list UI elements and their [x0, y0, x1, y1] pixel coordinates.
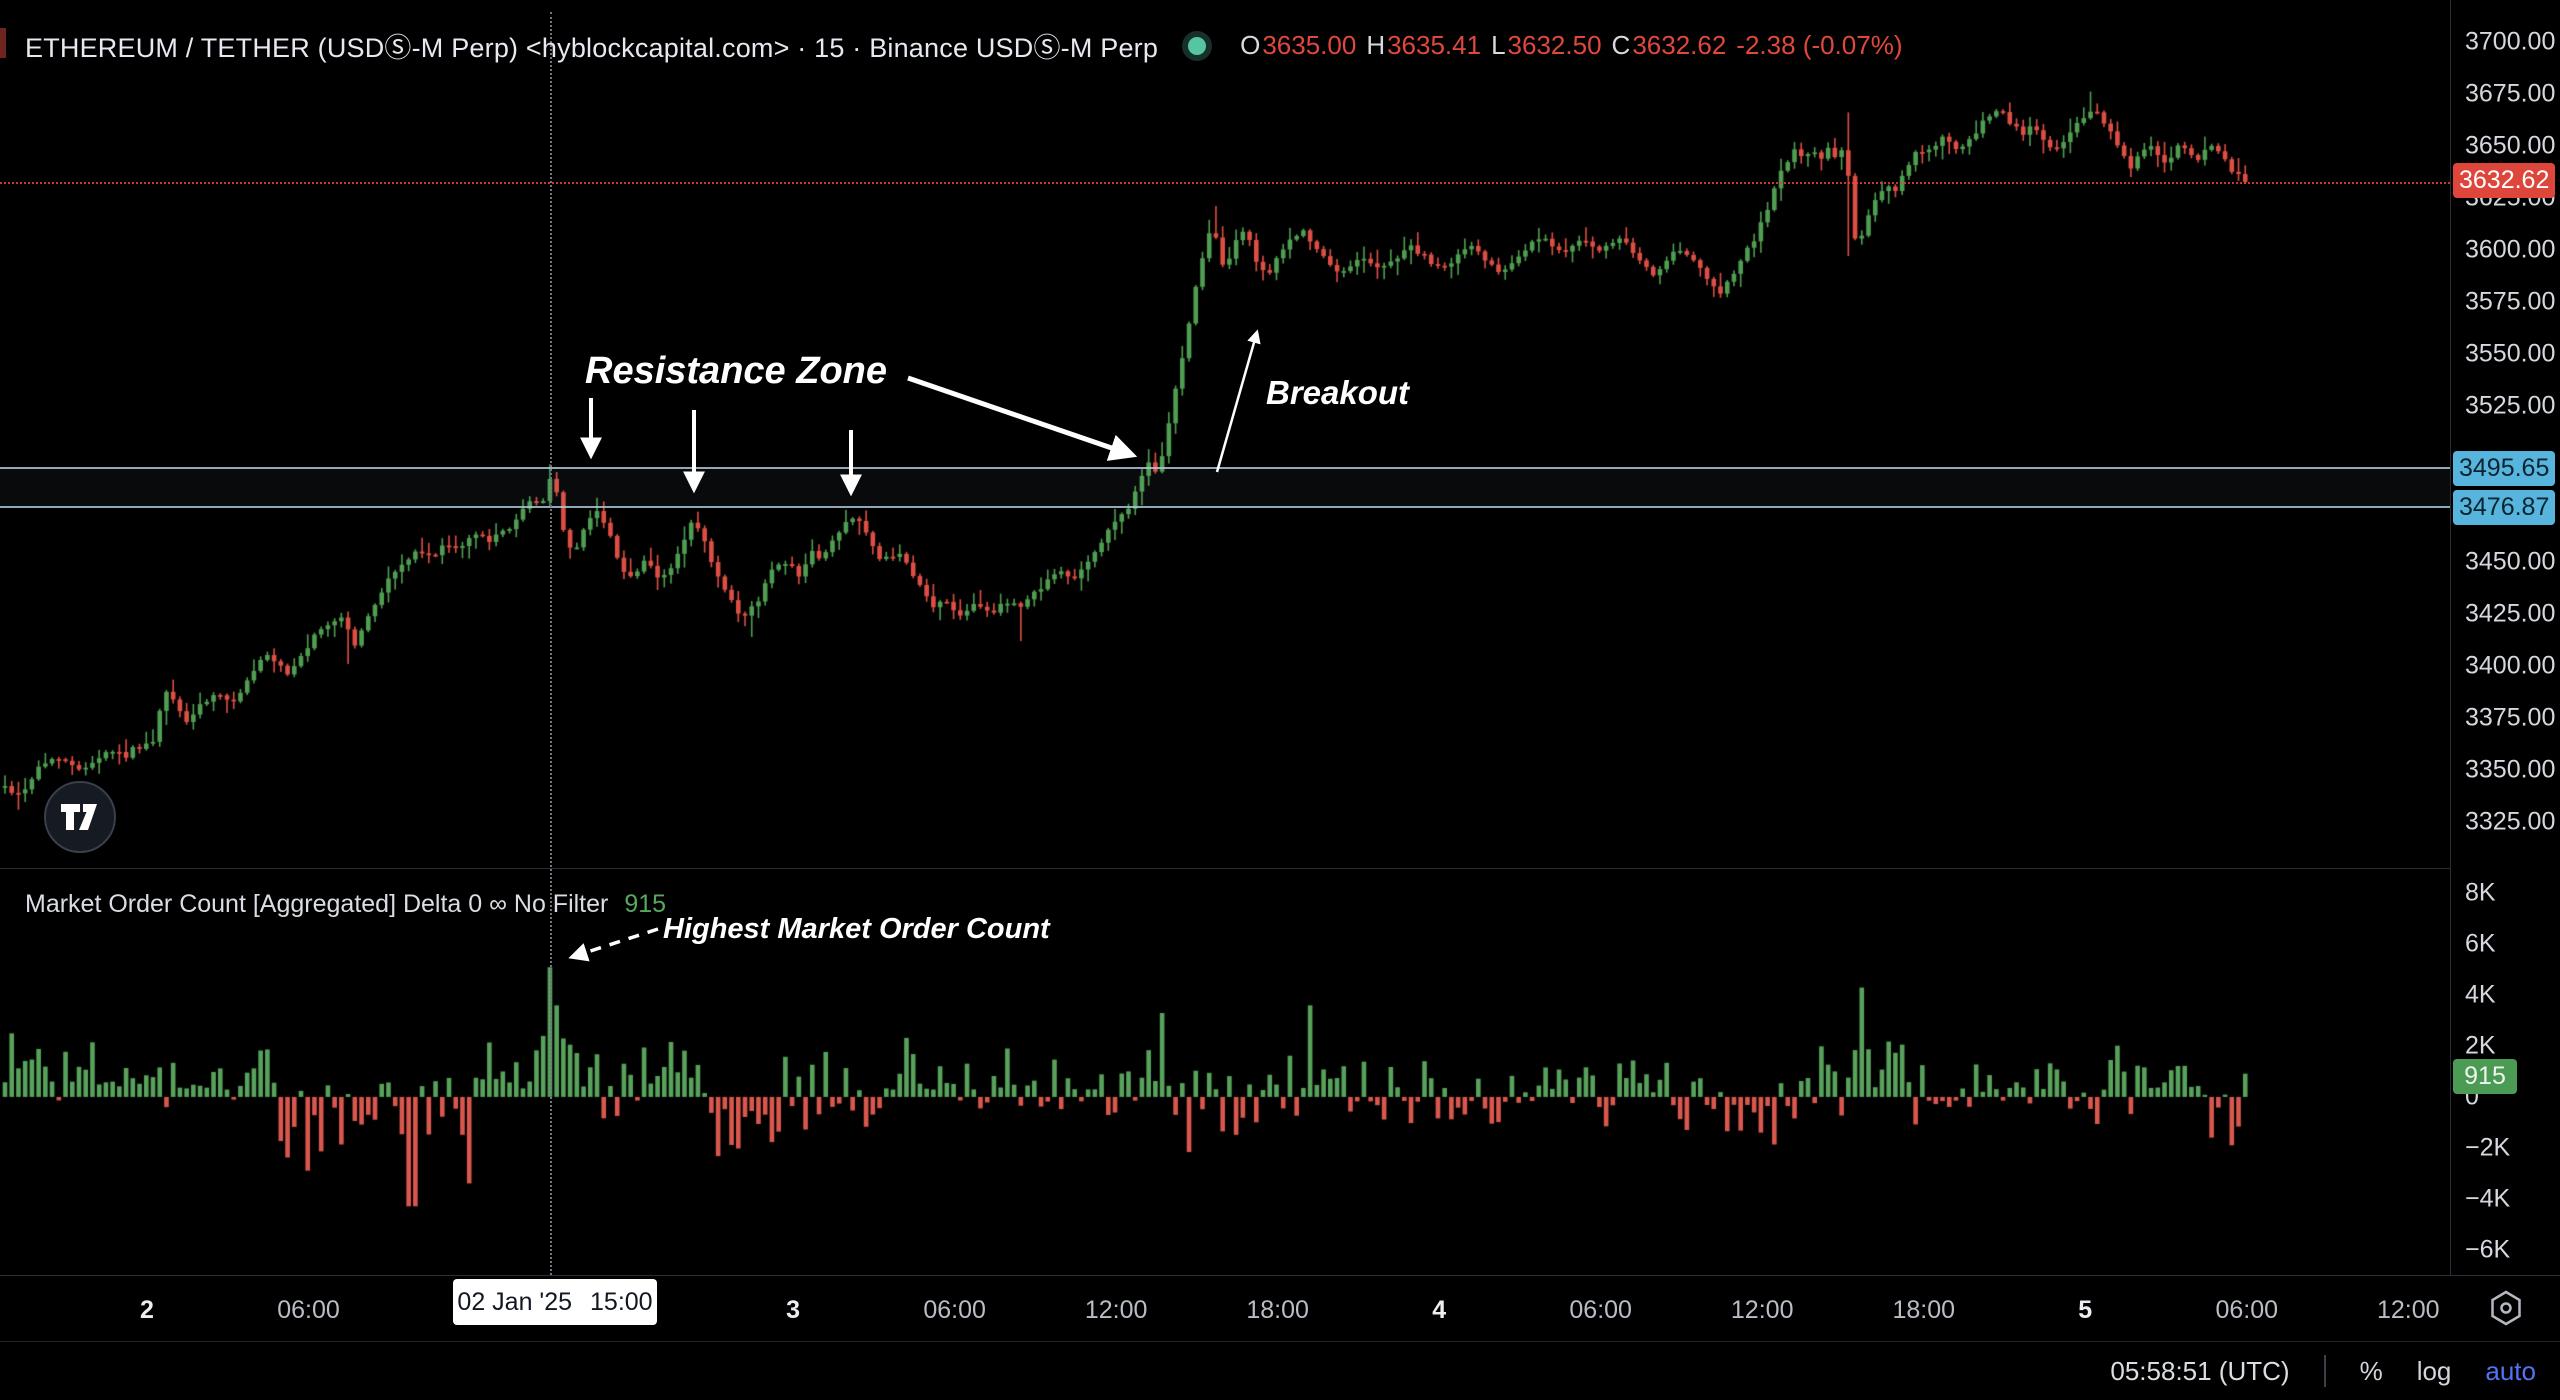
- price-axis-tick: 3325.00: [2465, 807, 2556, 836]
- high-value: 3635.41: [1387, 30, 1482, 60]
- time-axis-tick: 06:00: [277, 1296, 340, 1324]
- time-axis-tick: 18:00: [1246, 1296, 1309, 1324]
- resistance-line-upper[interactable]: [0, 466, 2450, 469]
- price-axis-tick: 3450.00: [2465, 547, 2556, 576]
- auto-scale-button[interactable]: auto: [2485, 1355, 2536, 1386]
- time-axis-tick: 4: [1432, 1296, 1447, 1324]
- price-axis-tick: 3425.00: [2465, 599, 2556, 628]
- price-axis-tick: 3400.00: [2465, 651, 2556, 680]
- price-axis-tick: 3350.00: [2465, 755, 2556, 784]
- delta-axis-tick: −6K: [2465, 1235, 2511, 1264]
- clock-utc[interactable]: 05:58:51 (UTC): [2110, 1355, 2290, 1386]
- price-axis-tick: 3550.00: [2465, 339, 2556, 368]
- resistance-zone-annotation: Resistance Zone: [585, 350, 887, 392]
- price-chart-canvas[interactable]: [0, 0, 2450, 868]
- tooltip-date: 02 Jan '25: [457, 1287, 573, 1316]
- time-axis-tick: 12:00: [2376, 1296, 2440, 1324]
- delta-value-axis-label: 915: [2453, 1058, 2517, 1094]
- price-axis-tick: 3375.00: [2465, 703, 2556, 732]
- tradingview-glyph: [61, 804, 97, 830]
- price-axis-tick: 3675.00: [2465, 79, 2556, 108]
- delta-axis-tick: 6K: [2465, 929, 2496, 958]
- price-axis-tick: 3700.00: [2465, 27, 2556, 56]
- resistance-line-lower[interactable]: [0, 506, 2450, 509]
- delta-chart-canvas[interactable]: [0, 868, 2450, 1275]
- indicator-value: 915: [624, 890, 667, 918]
- market-status-dot[interactable]: [1182, 30, 1213, 61]
- time-axis-tick: 06:00: [2215, 1296, 2279, 1324]
- zone-lower-axis-label: 3476.87: [2453, 490, 2556, 526]
- time-axis-tick: 18:00: [1892, 1296, 1955, 1324]
- delta-axis-tick: 2K: [2465, 1031, 2496, 1060]
- breakout-annotation: Breakout: [1266, 374, 1410, 411]
- price-axis-tick: 3575.00: [2465, 287, 2556, 316]
- open-label: O: [1240, 30, 1261, 60]
- tradingview-logo[interactable]: [44, 781, 116, 853]
- time-axis-tick: 06:00: [1569, 1296, 1632, 1324]
- left-edge-marker: [0, 28, 6, 58]
- percent-scale-button[interactable]: %: [2359, 1355, 2383, 1386]
- ohlc-readout: O 3635.00 H 3635.41 L 3632.50 C 3632.62 -2.3…: [1240, 30, 1902, 61]
- low-label: L: [1491, 30, 1506, 60]
- highest-order-count-annotation: Highest Market Order Count: [663, 913, 1050, 945]
- chart-header: ETHEREUM / TETHER (USDⓈ-M Perp) <hyblock…: [25, 26, 1902, 65]
- status-bar: 05:58:51 (UTC) % log auto: [0, 1341, 2560, 1400]
- time-axis-tick: 3: [786, 1296, 801, 1324]
- time-axis-tick: 2: [140, 1296, 154, 1324]
- pane-separator[interactable]: [0, 868, 2560, 869]
- indicator-title: Market Order Count [Aggregated] Delta 0 …: [25, 890, 609, 918]
- status-divider: [2323, 1355, 2326, 1387]
- price-axis-tick: 3650.00: [2465, 131, 2556, 160]
- close-label: C: [1611, 30, 1631, 60]
- timezone-settings-icon[interactable]: [2486, 1288, 2526, 1328]
- change-value: -2.38 (-0.07%): [1736, 30, 1903, 60]
- resistance-zone-band: [0, 466, 2450, 507]
- low-value: 3632.50: [1507, 30, 1602, 60]
- time-axis-tick: 5: [2078, 1296, 2093, 1324]
- time-axis-tick: 12:00: [1084, 1296, 1148, 1324]
- open-value: 3635.00: [1262, 30, 1357, 60]
- delta-axis-tick: 8K: [2465, 878, 2496, 907]
- log-scale-button[interactable]: log: [2416, 1355, 2452, 1386]
- indicator-title-row[interactable]: Market Order Count [Aggregated] Delta 0 …: [25, 890, 666, 919]
- delta-axis-tick: −2K: [2465, 1133, 2511, 1162]
- high-label: H: [1366, 30, 1386, 60]
- crosshair-vertical-line: [550, 12, 552, 1275]
- last-price-axis-label: 3632.62: [2453, 162, 2556, 198]
- delta-axis-tick: 4K: [2465, 980, 2496, 1009]
- delta-axis-tick: −4K: [2465, 1184, 2511, 1213]
- last-price-dotted-line: [0, 181, 2450, 184]
- time-axis-tick: 06:00: [923, 1296, 986, 1324]
- price-axis-tick: 3600.00: [2465, 235, 2556, 264]
- time-axis[interactable]: 02 Jan '25 15:00 2 06:00 3 06:00 12:00 18:00 4…: [0, 1275, 2560, 1342]
- tooltip-time: 15:00: [590, 1287, 653, 1316]
- zone-upper-axis-label: 3495.65: [2453, 450, 2556, 486]
- close-value: 3632.62: [1632, 30, 1727, 60]
- symbol-title[interactable]: ETHEREUM / TETHER (USDⓈ-M Perp) <hyblock…: [25, 33, 1159, 63]
- price-axis-tick: 3525.00: [2465, 391, 2556, 420]
- price-axis[interactable]: 3632.62 3495.65 3476.87 915 3700.00 3675.…: [2450, 0, 2560, 1341]
- crosshair-time-tooltip: 02 Jan '25 15:00: [453, 1279, 657, 1325]
- time-axis-tick: 12:00: [1730, 1296, 1794, 1324]
